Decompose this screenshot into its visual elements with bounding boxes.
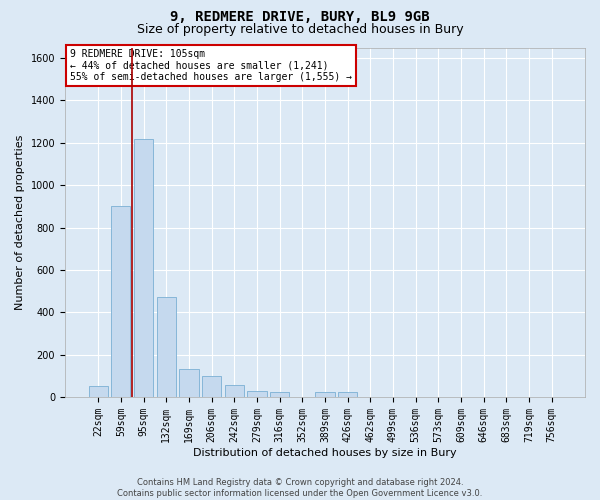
- Bar: [202, 376, 221, 397]
- Bar: [270, 392, 289, 397]
- Bar: [224, 386, 244, 397]
- Text: 9, REDMERE DRIVE, BURY, BL9 9GB: 9, REDMERE DRIVE, BURY, BL9 9GB: [170, 10, 430, 24]
- Text: Contains HM Land Registry data © Crown copyright and database right 2024.
Contai: Contains HM Land Registry data © Crown c…: [118, 478, 482, 498]
- Bar: [338, 392, 357, 397]
- X-axis label: Distribution of detached houses by size in Bury: Distribution of detached houses by size …: [193, 448, 457, 458]
- Bar: [179, 370, 199, 397]
- Text: Size of property relative to detached houses in Bury: Size of property relative to detached ho…: [137, 22, 463, 36]
- Bar: [157, 298, 176, 397]
- Bar: [247, 390, 266, 397]
- Bar: [134, 138, 153, 397]
- Text: 9 REDMERE DRIVE: 105sqm
← 44% of detached houses are smaller (1,241)
55% of semi: 9 REDMERE DRIVE: 105sqm ← 44% of detache…: [70, 49, 352, 82]
- Bar: [89, 386, 108, 397]
- Y-axis label: Number of detached properties: Number of detached properties: [15, 134, 25, 310]
- Bar: [111, 206, 130, 397]
- Bar: [316, 392, 335, 397]
